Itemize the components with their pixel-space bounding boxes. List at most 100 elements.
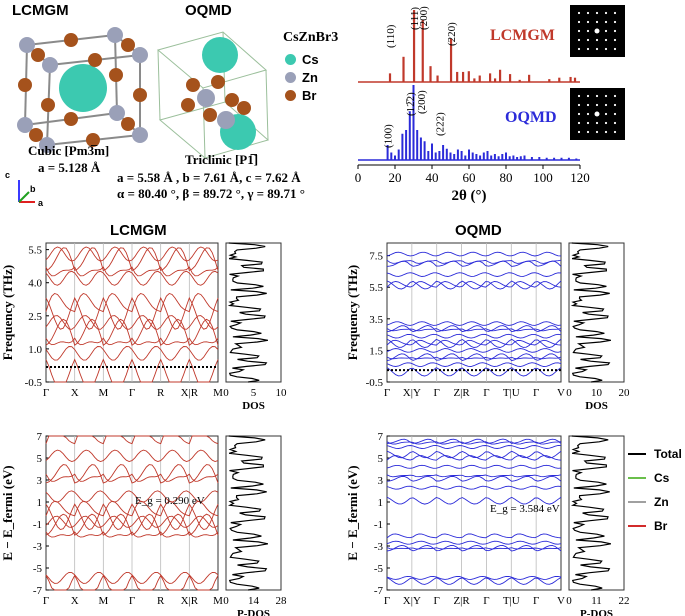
xrd-tick-label: 60 xyxy=(463,170,476,185)
xrd-tick-label: 0 xyxy=(355,170,362,185)
band-line xyxy=(386,547,562,550)
axis-a-label: a xyxy=(38,198,44,208)
kpoint-label: Γ xyxy=(533,387,539,399)
compound-formula: CsZnBr3 xyxy=(283,30,339,45)
dos-curve xyxy=(227,242,269,383)
pdos-legend-br: Br xyxy=(628,514,682,538)
band-line xyxy=(45,449,219,462)
band-line xyxy=(45,515,219,528)
atom-legend-zn: Zn xyxy=(285,68,319,86)
band-line xyxy=(386,450,562,459)
diffraction-spot xyxy=(586,47,590,51)
kpoint-label: X xyxy=(71,387,79,399)
xrd-oqmd-label: OQMD xyxy=(505,109,557,126)
y-tick-label: 1 xyxy=(378,497,384,509)
y-tick-label: 4.0 xyxy=(28,278,42,290)
band-line xyxy=(45,247,219,272)
pdos-legend-label: Zn xyxy=(654,495,669,509)
oqmd-cell-line2: a = 5.58 Å , b = 7.61 Å, c = 7.62 Å xyxy=(117,170,301,185)
y-axis-label: Frequency (THz) xyxy=(0,265,15,360)
band-line xyxy=(45,296,219,330)
y-tick-label: 5.5 xyxy=(369,282,383,294)
band-line xyxy=(45,500,219,517)
band-line xyxy=(386,544,562,552)
dos-tick-label: 28 xyxy=(276,595,288,607)
kpoint-label: V xyxy=(557,595,565,607)
band-line xyxy=(386,540,562,545)
band-line xyxy=(45,435,219,445)
diffraction-spot xyxy=(594,111,600,117)
band-line xyxy=(386,485,562,490)
band-line xyxy=(386,251,562,257)
band-line xyxy=(386,280,562,290)
lcmgm-peak-label: (111) xyxy=(409,7,421,30)
band-gap-label: E_g = 3.584 eV xyxy=(490,503,560,515)
y-tick-label: 7 xyxy=(378,431,384,443)
lcmgm-peak-label: (220) xyxy=(446,22,458,46)
band-line xyxy=(45,571,219,584)
dos-frame xyxy=(225,435,282,591)
diffraction-spot xyxy=(595,38,599,42)
dos-tick-label: 0 xyxy=(223,387,229,399)
diffraction-spot xyxy=(595,103,599,107)
band-line xyxy=(45,266,219,277)
diffraction-spot xyxy=(595,20,599,24)
diffraction-spot xyxy=(577,47,581,51)
band-line xyxy=(386,445,562,449)
dos-tick-label: 10 xyxy=(591,387,603,399)
diffraction-spot xyxy=(577,103,581,107)
kpoint-label: Γ xyxy=(43,387,49,399)
kpoint-label: Γ xyxy=(129,387,135,399)
dos-tick-label: 11 xyxy=(591,595,602,607)
atom-legend: Cs Zn Br xyxy=(285,50,319,104)
dos-frame xyxy=(568,242,625,383)
legend-line-icon xyxy=(628,453,646,455)
band-line xyxy=(45,292,219,313)
atom-dot-icon xyxy=(285,53,296,65)
pdos-legend-label: Cs xyxy=(654,471,670,485)
atom-dot-icon xyxy=(285,89,296,101)
diffraction-spot xyxy=(604,103,608,107)
kpoint-label: R xyxy=(157,595,165,607)
diffraction-spot xyxy=(577,38,581,42)
diffraction-spot xyxy=(586,103,590,107)
oqmd-peak-label: (100) xyxy=(383,124,395,148)
lcmgm-cell-line2: a = 5.128 Å xyxy=(38,160,101,175)
band-line xyxy=(45,358,219,383)
diffraction-spot xyxy=(586,112,590,116)
band-line xyxy=(45,531,219,538)
band-line xyxy=(45,318,219,346)
band-line xyxy=(386,438,562,444)
y-tick-label: 1.5 xyxy=(369,345,383,357)
diffraction-spot xyxy=(613,130,617,134)
band-line xyxy=(45,473,219,482)
xrd-tick-label: 120 xyxy=(570,170,590,185)
plot-frame xyxy=(386,242,562,383)
diffraction-spot xyxy=(577,20,581,24)
band-line xyxy=(45,315,219,330)
band-line xyxy=(386,464,562,469)
diffraction-spot xyxy=(595,94,599,98)
oqmd-cell-line3: α = 80.40 °, β = 89.72 °, γ = 89.71 ° xyxy=(117,186,306,201)
y-tick-label: -3 xyxy=(374,541,384,553)
kpoint-label: V xyxy=(557,387,565,399)
atom-legend-label: Cs xyxy=(302,51,319,67)
band-gap-label: E_g = 0.290 eV xyxy=(135,495,205,507)
y-tick-label: 1.0 xyxy=(28,344,42,356)
band-line xyxy=(386,455,562,461)
band-line xyxy=(386,577,562,585)
dos-x-label: DOS xyxy=(242,400,265,412)
diffraction-spot xyxy=(577,130,581,134)
y-tick-label: 3 xyxy=(37,475,43,487)
dos-tick-label: 0 xyxy=(566,387,572,399)
y-tick-label: 5 xyxy=(37,453,43,465)
y-tick-label: -1 xyxy=(33,519,42,531)
dos-tick-label: 14 xyxy=(248,595,260,607)
axis-b-label: b xyxy=(30,184,36,194)
diffraction-spot xyxy=(604,130,608,134)
diffraction-spot xyxy=(595,130,599,134)
diffraction-spot xyxy=(586,38,590,42)
y-tick-label: -0.5 xyxy=(25,377,43,389)
band-line xyxy=(386,441,562,445)
band-line xyxy=(45,346,219,361)
